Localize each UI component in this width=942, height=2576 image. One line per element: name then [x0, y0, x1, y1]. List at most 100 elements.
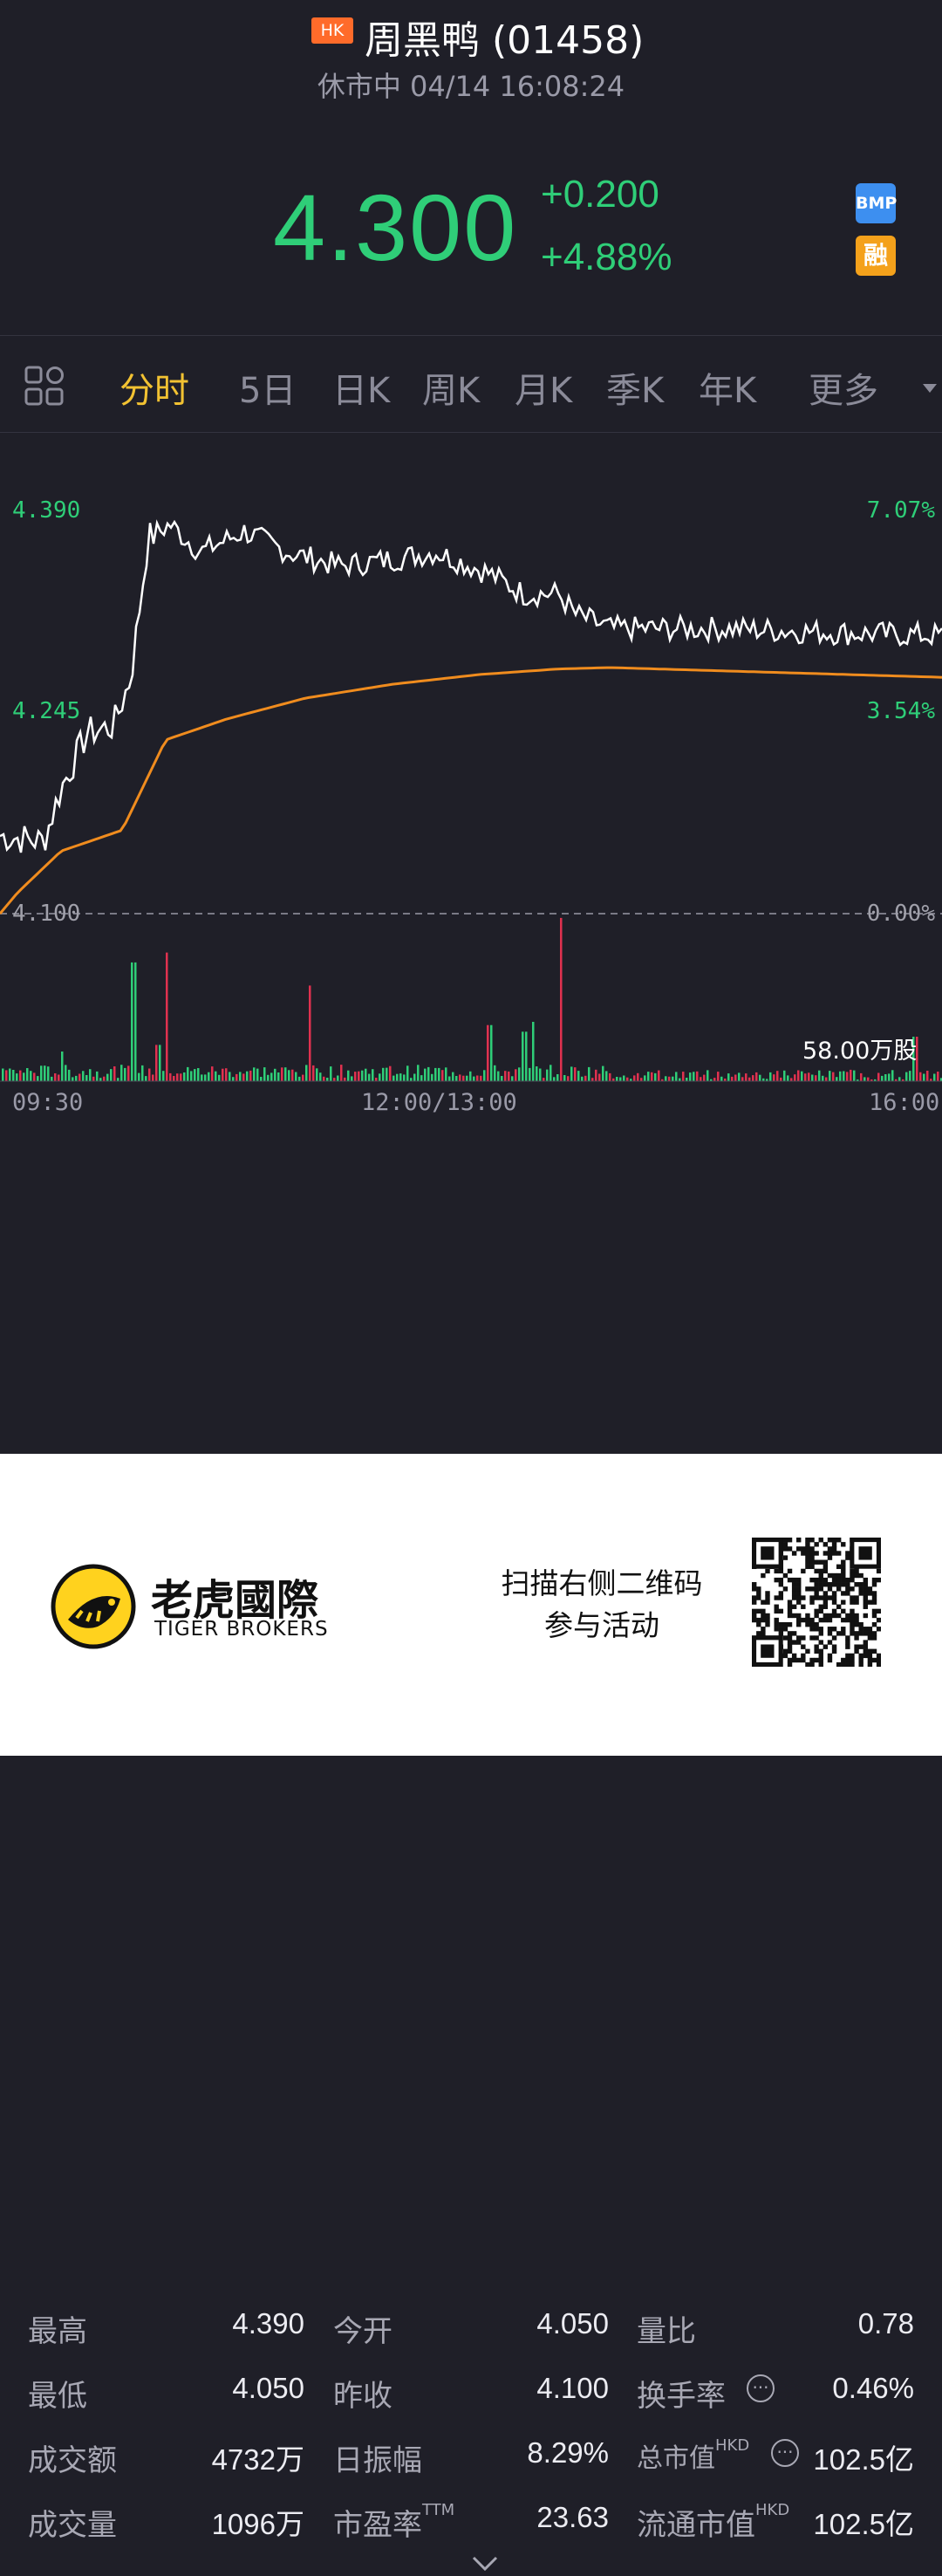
- qr-module: [787, 1546, 793, 1552]
- volume-bar: [570, 1066, 573, 1081]
- volume-bar: [689, 1072, 692, 1081]
- bmp-badge[interactable]: BMP: [856, 183, 897, 223]
- qr-module: [845, 1582, 850, 1587]
- qr-module: [791, 1657, 797, 1663]
- volume-bar: [323, 1076, 325, 1081]
- qr-module: [787, 1635, 793, 1641]
- qr-module: [778, 1582, 784, 1587]
- qr-module: [787, 1568, 793, 1574]
- volume-label: 58.00万股: [802, 1038, 918, 1065]
- volume-bar: [818, 1070, 821, 1081]
- volume-bar: [518, 1067, 521, 1081]
- tab-more[interactable]: 更多: [809, 371, 878, 411]
- margin-badge[interactable]: 融: [856, 236, 896, 276]
- volume-bar: [187, 1066, 189, 1081]
- market-badge: HK: [311, 17, 353, 44]
- volume-bar: [372, 1069, 374, 1081]
- qr-module: [774, 1604, 779, 1609]
- qr-module: [863, 1582, 868, 1587]
- tab-weekly-k[interactable]: 周K: [422, 371, 481, 411]
- more-info-icon[interactable]: ···: [771, 2439, 799, 2467]
- volume-bar: [270, 1072, 273, 1081]
- volume-bar: [553, 1077, 556, 1081]
- qr-module: [867, 1627, 873, 1632]
- qr-module: [778, 1591, 784, 1596]
- volume-bar: [351, 1076, 353, 1081]
- qr-module: [841, 1577, 846, 1583]
- qr-module: [774, 1627, 779, 1632]
- qr-module: [765, 1568, 770, 1574]
- volume-bar: [529, 1067, 531, 1081]
- qr-module: [818, 1631, 823, 1636]
- qr-module: [867, 1635, 873, 1641]
- volume-bar: [731, 1076, 734, 1081]
- qr-module: [814, 1542, 819, 1547]
- volume-bar: [298, 1076, 301, 1081]
- qr-module: [791, 1591, 797, 1596]
- qr-module: [863, 1644, 868, 1649]
- tab-quarterly-k[interactable]: 季K: [606, 371, 665, 411]
- qr-module: [791, 1653, 797, 1659]
- stat-value-turnover-rate: 0.46%: [832, 2372, 914, 2404]
- stat-label-pe: 市盈率TTM: [333, 2501, 455, 2543]
- qr-module: [831, 1600, 837, 1605]
- qr-module: [854, 1600, 859, 1605]
- volume-bar: [89, 1069, 92, 1081]
- volume-bar: [152, 1074, 154, 1081]
- qr-module: [818, 1568, 823, 1574]
- qr-module: [782, 1621, 788, 1627]
- volume-bar: [466, 1075, 468, 1081]
- more-info-icon[interactable]: ···: [747, 2374, 775, 2402]
- qr-module: [814, 1591, 819, 1596]
- stat-label-high: 最高: [28, 2314, 87, 2349]
- volume-bar: [864, 1077, 866, 1081]
- volume-bar: [288, 1070, 290, 1081]
- qr-module: [836, 1582, 842, 1587]
- price-change-pct: +4.88%: [541, 236, 672, 278]
- volume-bar: [780, 1077, 782, 1081]
- qr-module: [761, 1627, 766, 1632]
- market-status: 休市中 04/14 16:08:24: [317, 70, 625, 103]
- volume-bar: [260, 1077, 263, 1081]
- volume-bar: [574, 1067, 577, 1081]
- tab-5day[interactable]: 5日: [239, 371, 297, 411]
- volume-bar: [61, 1052, 64, 1081]
- volume-bar: [724, 1079, 727, 1081]
- chevron-down-icon[interactable]: [471, 2555, 499, 2576]
- volume-bar: [706, 1070, 709, 1081]
- intraday-chart[interactable]: [0, 432, 942, 1148]
- qr-module: [823, 1551, 829, 1556]
- qr-module: [791, 1577, 797, 1583]
- qr-module: [805, 1546, 810, 1552]
- qr-module: [778, 1631, 784, 1636]
- qr-module: [814, 1608, 819, 1614]
- qr-module: [836, 1572, 842, 1579]
- qr-module: [801, 1568, 806, 1574]
- grid-layout-icon[interactable]: [24, 366, 65, 409]
- tab-monthly-k[interactable]: 月K: [515, 371, 573, 411]
- volume-bar: [766, 1079, 768, 1081]
- tab-daily-k[interactable]: 日K: [332, 371, 391, 411]
- promo-text-line2: 参与活动: [544, 1608, 659, 1642]
- qr-module: [814, 1657, 819, 1663]
- qr-module: [854, 1631, 859, 1636]
- volume-bar: [113, 1066, 116, 1081]
- qr-module: [827, 1617, 833, 1623]
- volume-bar: [832, 1072, 835, 1081]
- qr-module: [854, 1644, 859, 1649]
- volume-bar: [801, 1071, 803, 1081]
- qr-module: [818, 1559, 823, 1565]
- qr-module: [827, 1538, 833, 1543]
- tab-intraday[interactable]: 分时: [119, 371, 189, 411]
- qr-module: [858, 1582, 864, 1587]
- volume-bar: [644, 1075, 646, 1081]
- qr-module: [827, 1595, 833, 1600]
- qr-module: [845, 1586, 850, 1592]
- volume-bar: [860, 1072, 863, 1081]
- qr-module: [805, 1621, 810, 1627]
- qr-module: [871, 1631, 877, 1636]
- caret-down-icon[interactable]: [923, 380, 937, 396]
- qr-module: [854, 1613, 859, 1619]
- tab-yearly-k[interactable]: 年K: [699, 371, 757, 411]
- volume-bar: [33, 1072, 36, 1081]
